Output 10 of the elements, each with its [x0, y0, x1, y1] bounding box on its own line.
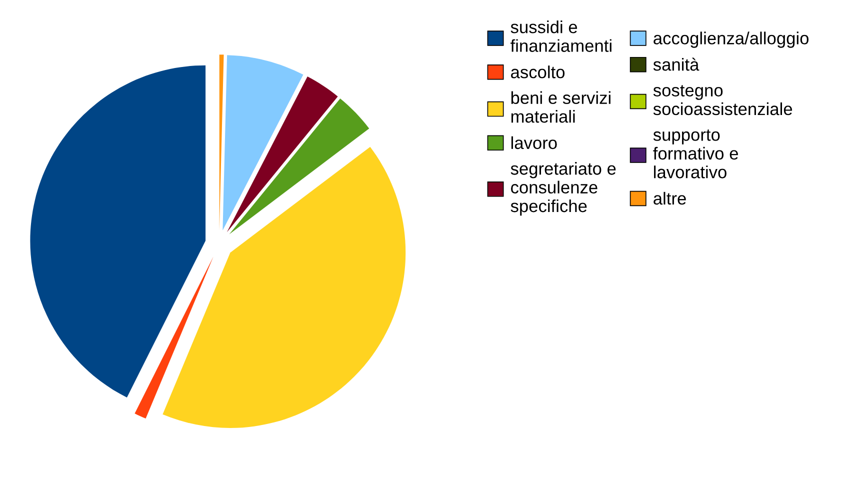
legend-label: sostegno socioassistenziale: [653, 85, 792, 116]
legend-label: sussidi e finanziamenti: [510, 20, 612, 52]
legend-label: ascolto: [511, 66, 565, 78]
legend-label: altre: [654, 192, 686, 205]
legend-label: sanità: [653, 58, 700, 71]
legend-label: supporto formativo e lavorativo: [653, 130, 738, 178]
legend-label: beni e servizi materiali: [511, 91, 610, 123]
legend-label: accoglienza/alloggio: [654, 32, 809, 48]
legend-label: lavoro: [511, 136, 557, 150]
legend-label: segretariato e consulenze specifiche: [510, 162, 616, 216]
